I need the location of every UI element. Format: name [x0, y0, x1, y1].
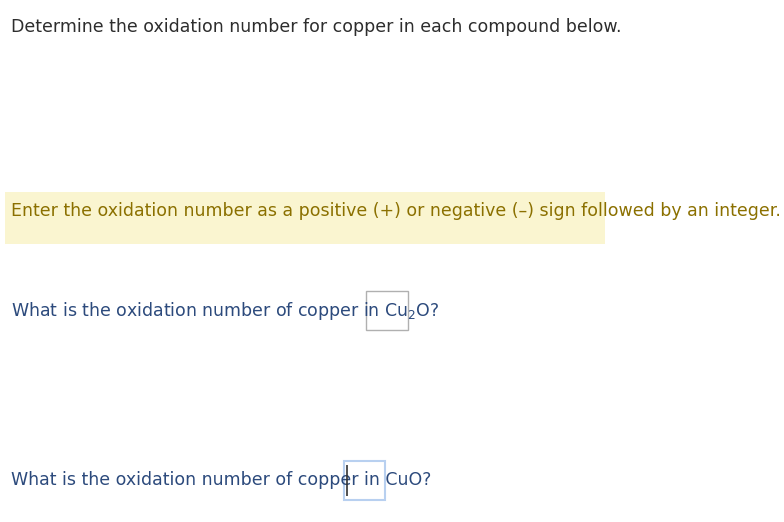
- FancyBboxPatch shape: [366, 291, 408, 330]
- Text: What is the oxidation number of copper in CuO?: What is the oxidation number of copper i…: [11, 471, 431, 489]
- FancyBboxPatch shape: [5, 192, 604, 244]
- Text: Enter the oxidation number as a positive (+) or negative (–) sign followed by an: Enter the oxidation number as a positive…: [11, 203, 781, 220]
- FancyBboxPatch shape: [344, 461, 386, 500]
- Text: What is the oxidation number of copper in Cu$_2$O?: What is the oxidation number of copper i…: [11, 300, 440, 322]
- Text: Determine the oxidation number for copper in each compound below.: Determine the oxidation number for coppe…: [11, 18, 622, 36]
